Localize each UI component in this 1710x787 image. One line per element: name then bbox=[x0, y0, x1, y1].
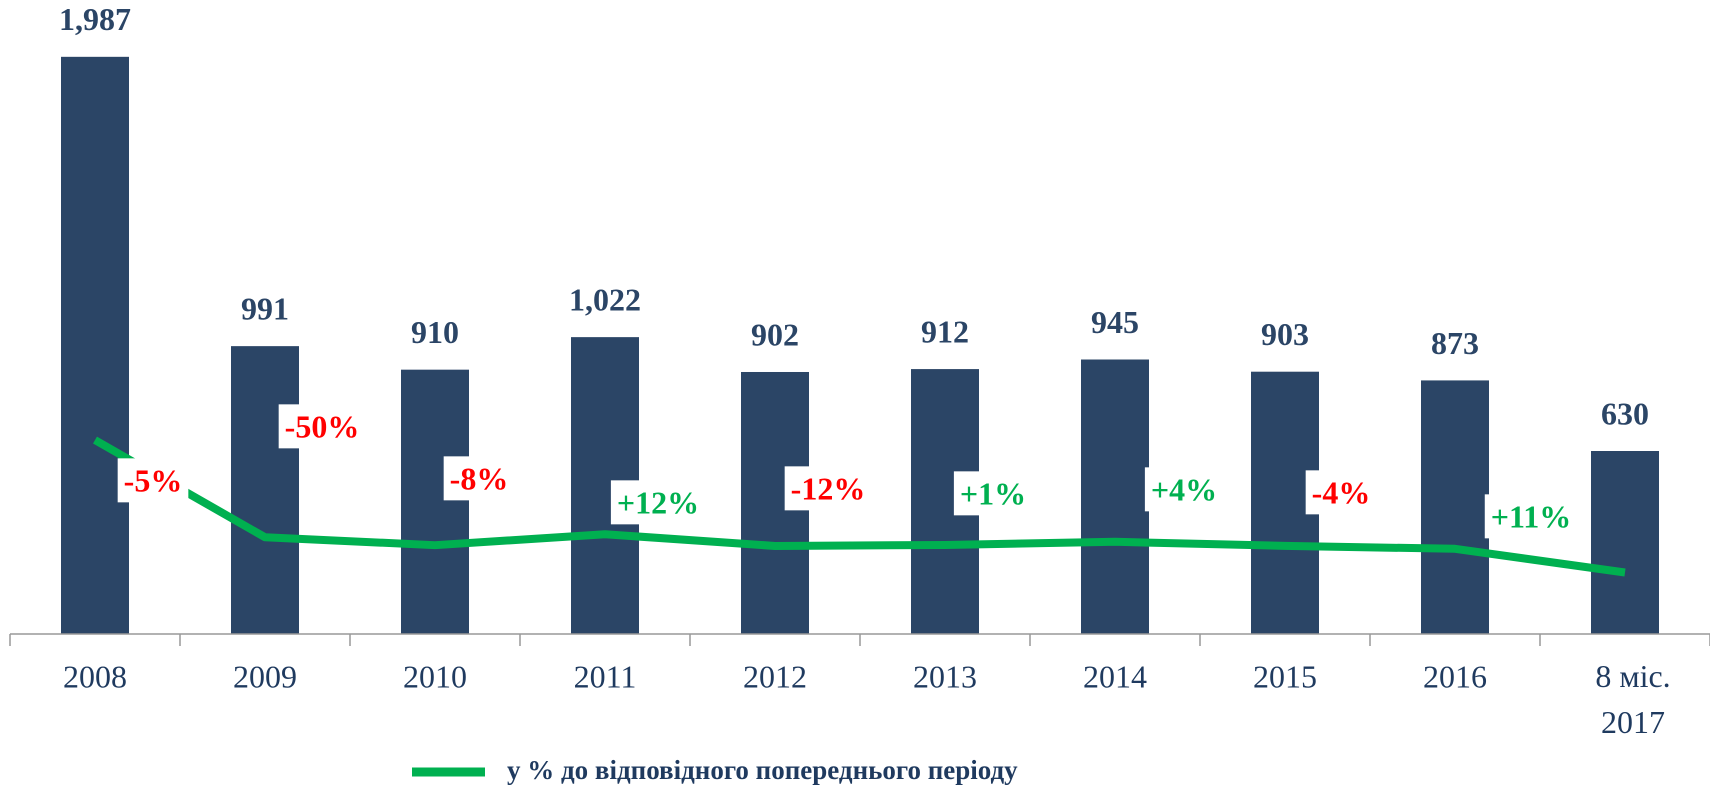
change-label: -5% bbox=[124, 462, 183, 498]
bar bbox=[61, 56, 129, 635]
change-label-bg bbox=[1144, 467, 1224, 512]
bar-value-label: 873 bbox=[1431, 325, 1479, 361]
x-tick-label: 2012 bbox=[743, 658, 807, 694]
change-label-bg bbox=[953, 471, 1033, 516]
change-label: -12% bbox=[791, 470, 866, 506]
x-tick-label: 2009 bbox=[233, 658, 297, 694]
bar bbox=[1421, 380, 1489, 634]
change-label: +1% bbox=[960, 475, 1026, 511]
change-label-bg bbox=[278, 404, 366, 449]
change-label: +11% bbox=[1491, 498, 1571, 534]
x-tick-label: 2010 bbox=[403, 658, 467, 694]
bar-value-label: 903 bbox=[1261, 316, 1309, 352]
change-label: +4% bbox=[1151, 471, 1217, 507]
bar bbox=[1081, 359, 1149, 634]
x-tick-label: 2016 bbox=[1423, 658, 1487, 694]
change-label-bg bbox=[1305, 470, 1377, 515]
x-tick-label: 8 міс. 2017 bbox=[1595, 658, 1670, 740]
change-label: -4% bbox=[1312, 474, 1371, 510]
x-tick-label: 2014 bbox=[1083, 658, 1147, 694]
bar bbox=[231, 346, 299, 634]
change-label: +12% bbox=[617, 484, 699, 520]
change-label-bg bbox=[610, 480, 706, 525]
bar-value-label: 1,022 bbox=[569, 281, 641, 317]
bar-value-label: 912 bbox=[921, 313, 969, 349]
line bbox=[93, 436, 1626, 577]
change-label-bg bbox=[117, 458, 189, 503]
bar-value-label: 945 bbox=[1091, 304, 1139, 340]
bar-value-label: 910 bbox=[411, 314, 459, 350]
bar-value-label: 991 bbox=[241, 290, 289, 326]
change-label-bg bbox=[443, 456, 515, 501]
change-label: -8% bbox=[450, 460, 509, 496]
x-tick-label: 2013 bbox=[913, 658, 977, 694]
bar-value-label: 630 bbox=[1601, 395, 1649, 431]
x-tick-label: 2011 bbox=[574, 658, 637, 694]
bar bbox=[1591, 451, 1659, 634]
x-tick-label: 2008 bbox=[63, 658, 127, 694]
bar-value-label: 902 bbox=[751, 316, 799, 352]
change-label-bg bbox=[784, 466, 872, 511]
x-tick-label: 2015 bbox=[1253, 658, 1317, 694]
bar-value-label: 1,987 bbox=[59, 1, 131, 37]
change-label: -50% bbox=[285, 408, 360, 444]
change-label-bg bbox=[1484, 494, 1578, 539]
legend-label: у % до відповідного попереднього періоду bbox=[507, 755, 1018, 785]
bar bbox=[401, 369, 469, 634]
